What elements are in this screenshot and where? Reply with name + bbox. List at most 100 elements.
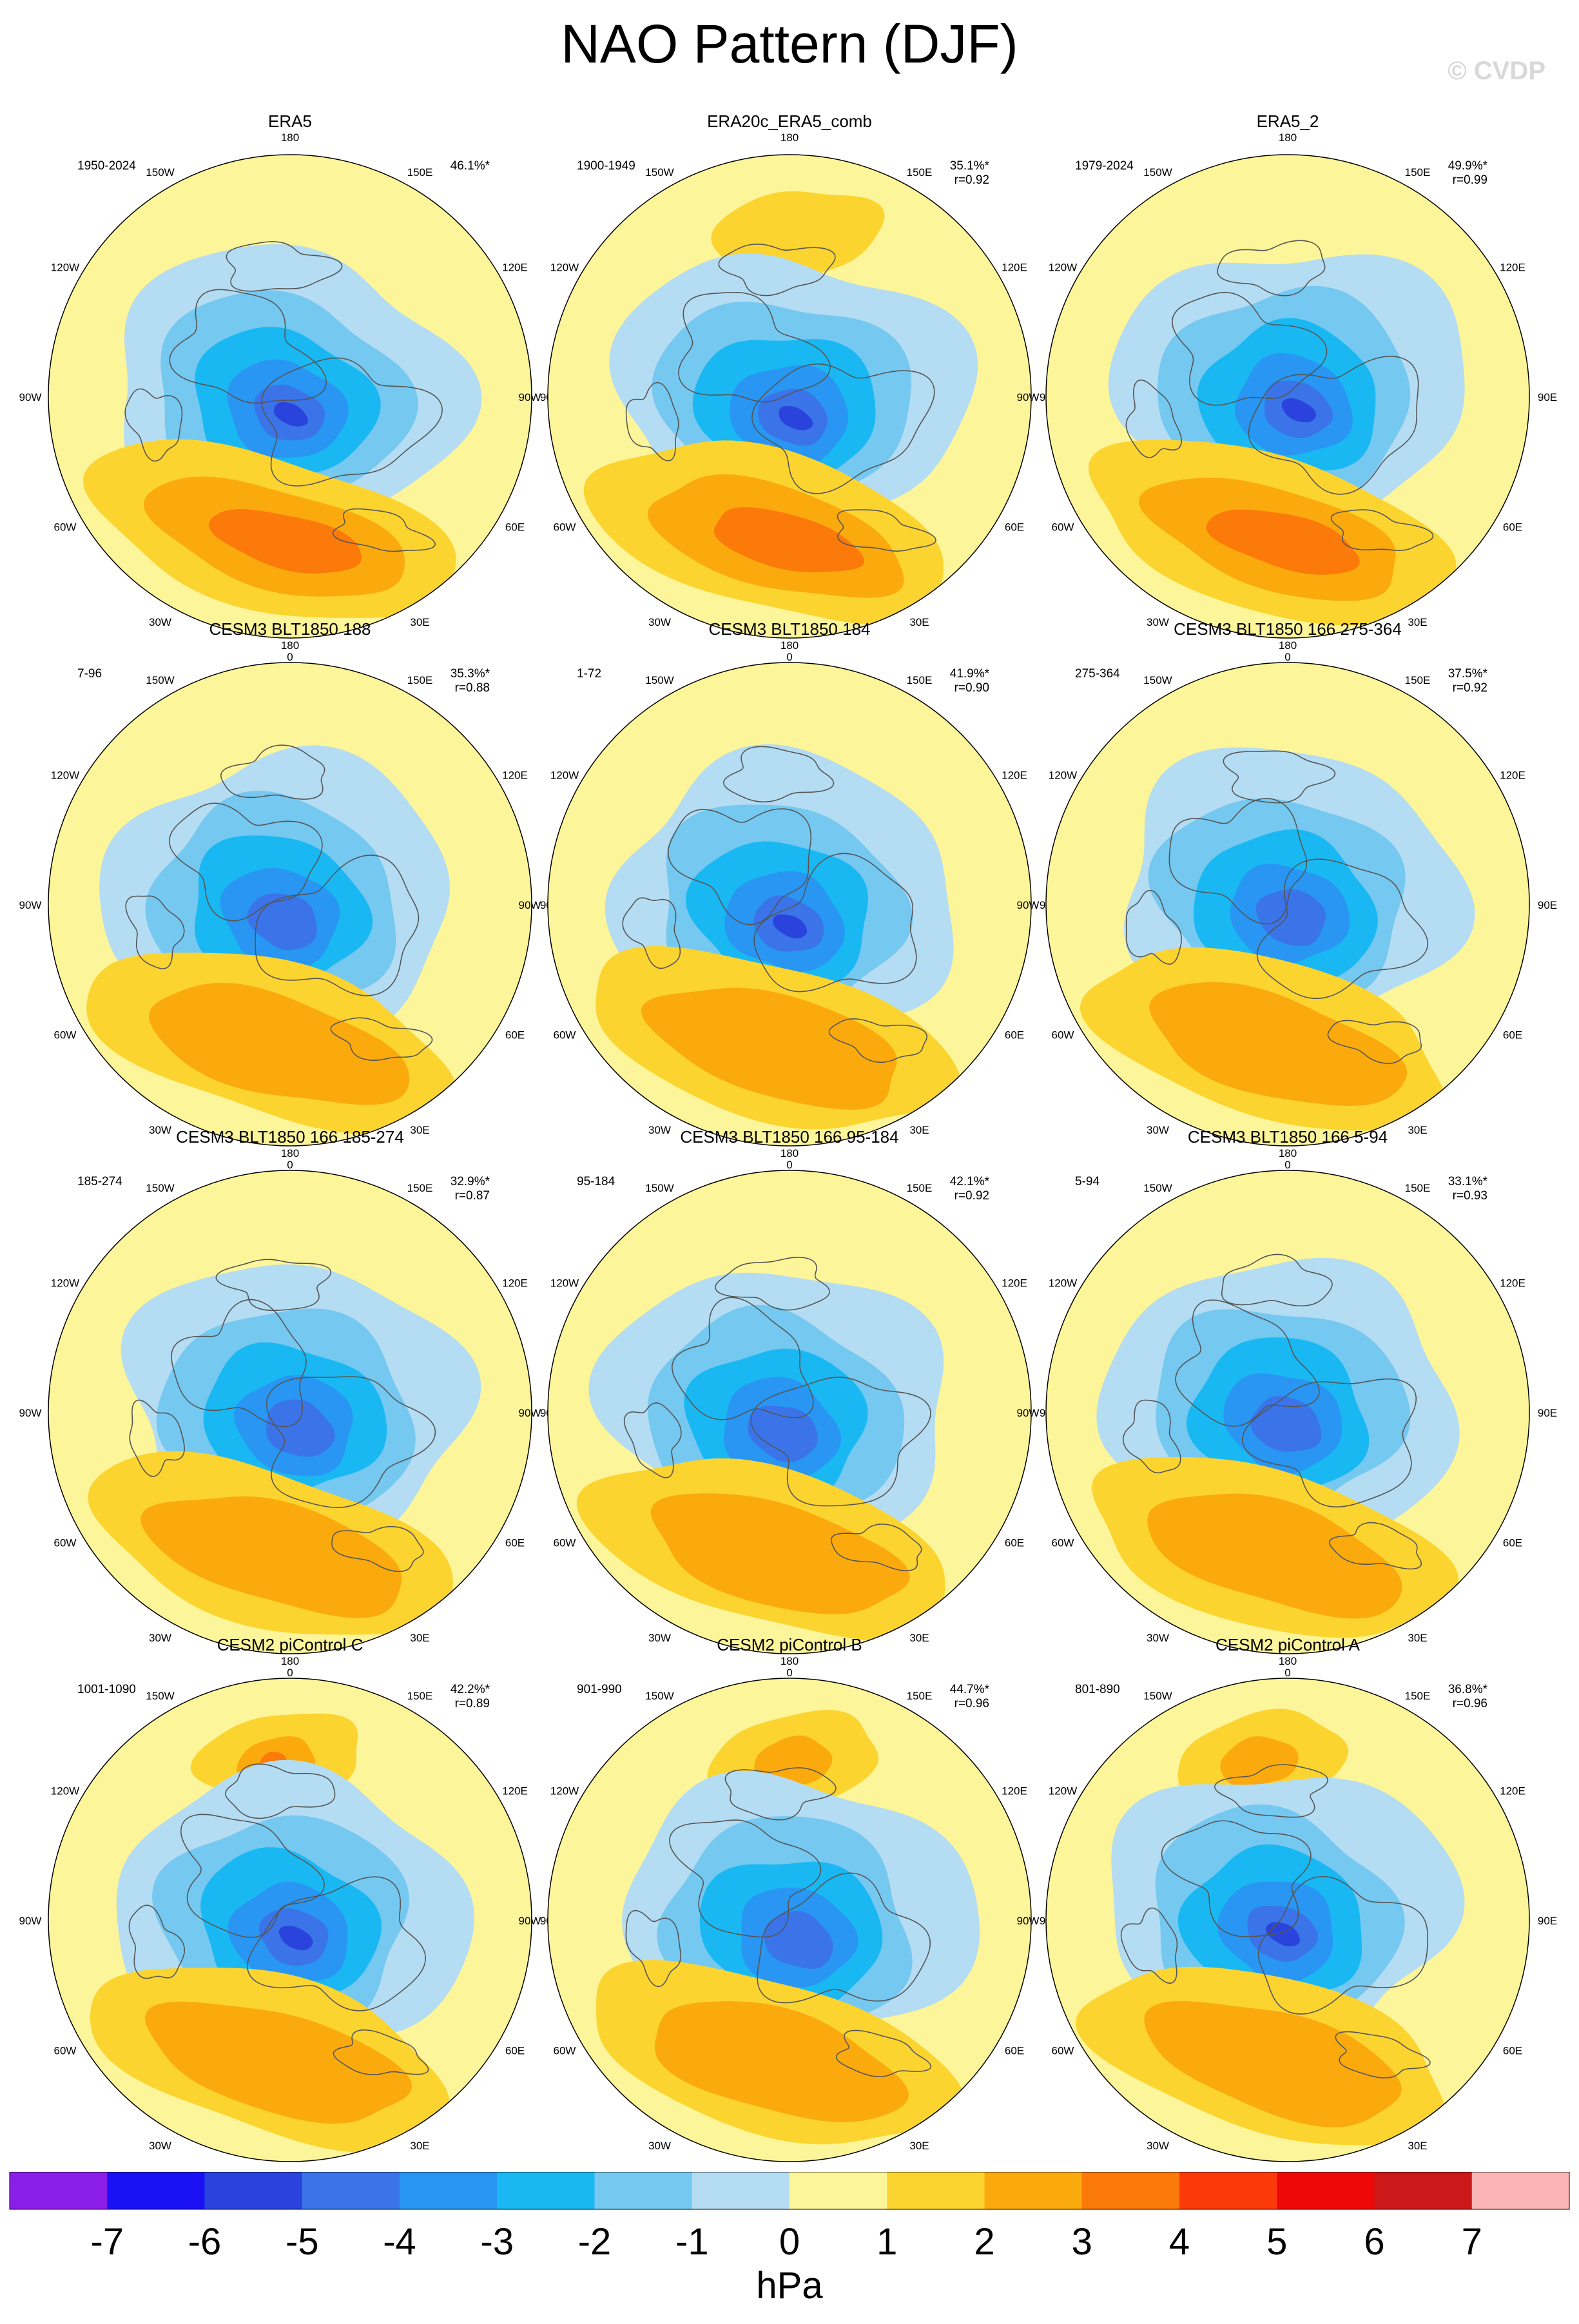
map-panel: CESM3 BLT1850 166 185-274 185-274 32.9%*r=… <box>19 1127 560 1679</box>
longitude-label: 0 <box>1284 651 1290 663</box>
contour-pos-3 <box>713 507 864 572</box>
panel-period: 1-72 <box>577 667 601 681</box>
panel-title: CESM3 BLT1850 184 <box>709 619 871 639</box>
panel-correlation: r=0.93 <box>1453 1189 1487 1203</box>
panel-period: 7-96 <box>77 667 102 681</box>
panel-title: ERA5_2 <box>1257 111 1319 131</box>
longitude-label: 90E <box>1538 1915 1557 1927</box>
panel-correlation: r=0.92 <box>954 1189 989 1203</box>
field-contours <box>548 663 1031 1146</box>
contour-pos-2 <box>144 2001 412 2124</box>
longitude-label: 150E <box>1405 674 1431 686</box>
longitude-label: 180 <box>780 1655 799 1667</box>
longitude-label: 120E <box>502 262 528 274</box>
longitude-label: 0 <box>287 1667 293 1679</box>
longitude-label: 60W <box>554 1537 576 1549</box>
longitude-label: 0 <box>287 1159 293 1171</box>
map-panel: ERA51950-202446.1%*180150E120E90E60E30E0… <box>19 111 560 663</box>
map-boundary <box>1045 154 1530 639</box>
longitude-label: 60W <box>54 1029 77 1041</box>
contour-pos-2 <box>140 1496 402 1618</box>
map-panel: ERA5_2 1979-2024 49.9%*r=0.99 180 150E 120E 90… <box>1017 111 1558 663</box>
longitude-label: 120W <box>1049 1785 1077 1797</box>
colorbar-frame <box>9 2172 1570 2210</box>
longitude-label: 180 <box>1279 639 1297 652</box>
longitude-label: 120W <box>1049 1277 1077 1290</box>
panel-period: 1900-1949 <box>577 159 635 173</box>
longitude-label: 60E <box>1005 1029 1024 1041</box>
longitude-label: 60W <box>1052 1029 1074 1041</box>
longitude-label: 30E <box>1408 1124 1427 1136</box>
longitude-label: 150E <box>907 1182 933 1194</box>
longitude-label: 150W <box>1143 674 1172 686</box>
longitude-label: 90E <box>1538 1407 1557 1419</box>
longitude-label: 120E <box>1002 262 1027 274</box>
longitude-label: 180 <box>281 1655 299 1667</box>
map-boundary <box>48 1678 532 2162</box>
longitude-label: 150W <box>645 1182 673 1194</box>
longitude-label: 60W <box>1052 1537 1074 1549</box>
colorbar-tick: 2 <box>974 2221 994 2263</box>
panel-period: 801-890 <box>1075 1683 1120 1696</box>
contour-pos-2 <box>650 1493 910 1614</box>
longitude-label: 180 <box>780 1147 799 1159</box>
longitude-label: 120W <box>51 1785 79 1797</box>
coastlines <box>124 241 443 552</box>
panel-correlation: r=0.96 <box>954 1697 989 1710</box>
coastlines <box>1125 240 1434 551</box>
field-contours <box>1046 1170 1529 1654</box>
longitude-label: 120E <box>502 1785 528 1797</box>
longitude-label: 120E <box>1500 1785 1526 1797</box>
panel-period: 1979-2024 <box>1075 159 1134 173</box>
coastlines <box>125 744 433 1061</box>
longitude-label: 150W <box>146 1690 174 1702</box>
colorbar-swatch <box>1179 2172 1277 2209</box>
colorbar-unit: hPa <box>756 2265 823 2307</box>
longitude-label: 120W <box>550 262 579 274</box>
panel-title: ERA20c_ERA5_comb <box>707 111 872 131</box>
panel-variance: 44.7%* <box>950 1683 990 1696</box>
colorbar: -7 -6 -5 -4 -3 -2 -1 0 1 2 3 4 5 6 7 hPa <box>9 2172 1570 2307</box>
longitude-label: 60E <box>1503 1029 1522 1041</box>
longitude-label: 60E <box>1503 521 1522 534</box>
map-panel: ERA20c_ERA5_comb 1900-1949 35.1%*r=0.92 180… <box>519 111 1060 663</box>
contour-neg-5 <box>1250 1395 1322 1452</box>
colorbar-swatch <box>204 2172 303 2209</box>
coastlines <box>1120 1764 1431 2078</box>
panel-correlation: r=0.99 <box>1453 173 1487 187</box>
colorbar-swatch <box>984 2172 1083 2209</box>
colorbar-tick: 5 <box>1266 2221 1287 2263</box>
longitude-label: 90W <box>519 899 541 911</box>
map-panel: CESM3 BLT1850 166 275-364 275-364 37.5%*r=… <box>1017 619 1558 1171</box>
longitude-label: 150E <box>407 1690 433 1702</box>
longitude-label: 0 <box>786 651 792 663</box>
longitude-label: 30W <box>149 1632 171 1644</box>
colorbar-swatch <box>790 2172 887 2209</box>
contour-neg-6 <box>273 402 308 427</box>
panel-title: ERA5 <box>268 111 312 131</box>
longitude-label: 60E <box>1005 521 1024 534</box>
longitude-label: 60E <box>1005 1537 1024 1549</box>
colorbar-tick: -2 <box>578 2221 612 2263</box>
contour-pos-2 <box>1149 982 1408 1106</box>
coastlines <box>1125 750 1428 1064</box>
longitude-label: 90W <box>19 1407 42 1419</box>
longitude-label: 150E <box>407 166 433 179</box>
longitude-label: 30E <box>909 1124 929 1136</box>
colorbar-tick: -6 <box>188 2221 222 2263</box>
colorbar-tick: 4 <box>1169 2221 1190 2263</box>
longitude-label: 120W <box>1049 770 1077 782</box>
contour-pos-2 <box>149 982 410 1105</box>
longitude-label: 120E <box>1002 1785 1027 1797</box>
longitude-label: 120W <box>550 1785 579 1797</box>
contour-pos-2 <box>754 1735 833 1785</box>
longitude-label: 30W <box>149 616 171 628</box>
longitude-label: 120E <box>1500 262 1526 274</box>
field-contours <box>548 1170 1031 1654</box>
longitude-label: 30E <box>1408 616 1427 628</box>
longitude-label: 150W <box>146 166 174 179</box>
longitude-label: 120W <box>51 262 79 274</box>
longitude-label: 150E <box>1405 1182 1431 1194</box>
longitude-label: 60W <box>54 1537 77 1549</box>
panel-period: 95-184 <box>577 1175 615 1188</box>
